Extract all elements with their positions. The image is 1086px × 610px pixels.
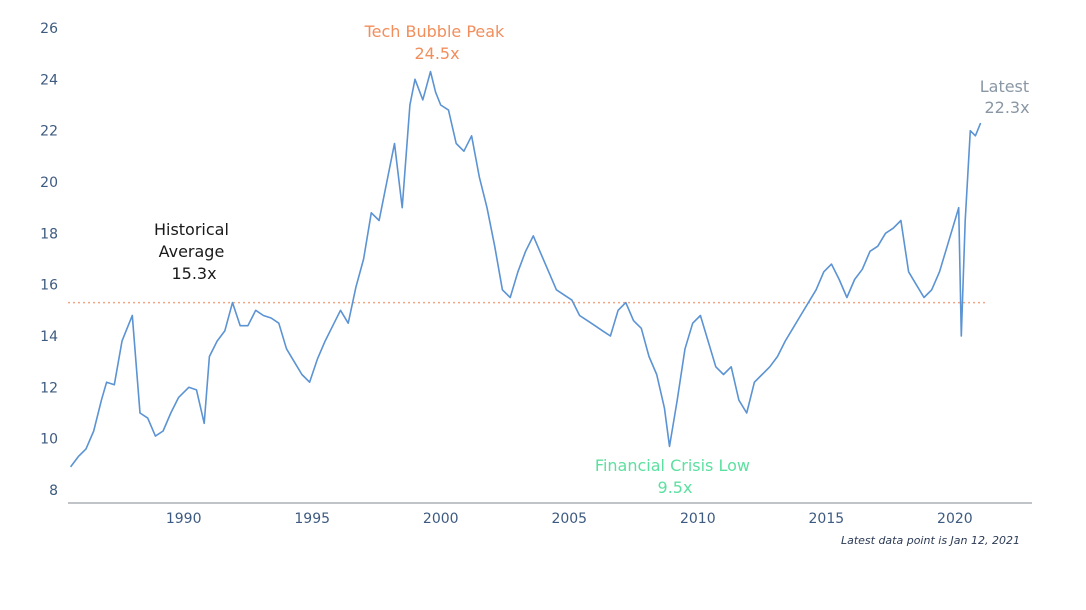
historical-average-value: 15.3x	[171, 264, 216, 283]
x-tick-label: 1995	[294, 511, 330, 527]
y-tick-label: 26	[40, 21, 58, 37]
y-tick-label: 10	[40, 432, 58, 448]
x-tick-label: 2015	[809, 511, 845, 527]
y-tick-label: 24	[40, 72, 58, 88]
financial-crisis-value: 9.5x	[658, 478, 693, 497]
x-tick-label: 2005	[551, 511, 587, 527]
y-tick-label: 20	[40, 175, 58, 191]
x-axis-ticks: 1990 1995 2000 2005 2010 2015 2020	[166, 511, 973, 527]
y-tick-label: 14	[40, 329, 58, 345]
financial-crisis-label: Financial Crisis Low 9.5x	[595, 456, 755, 497]
y-tick-label: 22	[40, 124, 58, 140]
historical-average-line2: Average	[159, 242, 225, 261]
y-tick-label: 12	[40, 380, 58, 396]
y-tick-label: 8	[49, 483, 58, 499]
tech-bubble-value: 24.5x	[414, 44, 459, 63]
financial-crisis-title: Financial Crisis Low	[595, 456, 750, 475]
historical-average-label: Historical Average 15.3x	[154, 220, 234, 283]
y-tick-label: 16	[40, 278, 58, 294]
x-tick-label: 1990	[166, 511, 202, 527]
latest-value: 22.3x	[984, 98, 1029, 117]
latest-label: Latest 22.3x	[980, 77, 1035, 117]
latest-title: Latest	[980, 77, 1029, 96]
x-tick-label: 2020	[937, 511, 973, 527]
y-tick-label: 18	[40, 226, 58, 242]
pe-series-line	[69, 70, 982, 468]
footnote: Latest data point is Jan 12, 2021	[841, 534, 1020, 547]
historical-average-line1: Historical	[154, 220, 229, 239]
x-tick-label: 2010	[680, 511, 716, 527]
tech-bubble-label: Tech Bubble Peak 24.5x	[364, 22, 510, 63]
tech-bubble-title: Tech Bubble Peak	[364, 22, 505, 41]
y-axis-ticks: 8 10 12 14 16 18 20 22 24 26	[40, 21, 58, 499]
x-tick-label: 2000	[423, 511, 459, 527]
